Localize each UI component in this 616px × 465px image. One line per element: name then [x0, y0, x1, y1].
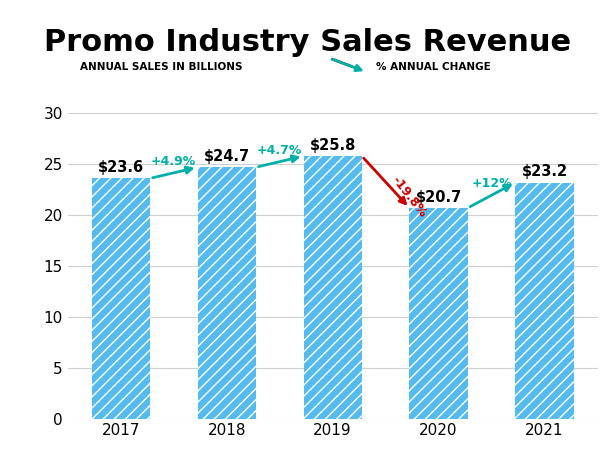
Text: +4.9%: +4.9%: [151, 155, 197, 168]
Bar: [410, 208, 468, 418]
Bar: [304, 156, 362, 419]
Bar: [516, 183, 573, 418]
Text: $20.7: $20.7: [415, 190, 462, 205]
Text: $23.2: $23.2: [522, 165, 567, 179]
Text: +12%: +12%: [471, 177, 512, 190]
Text: $25.8: $25.8: [309, 138, 356, 153]
Bar: [92, 179, 150, 418]
Bar: [198, 167, 256, 418]
Text: ANNUAL SALES IN BILLIONS: ANNUAL SALES IN BILLIONS: [80, 62, 243, 73]
Text: $23.6: $23.6: [98, 160, 144, 175]
Text: $24.7: $24.7: [204, 149, 249, 164]
Text: -19.8%: -19.8%: [389, 174, 429, 220]
Text: % ANNUAL CHANGE: % ANNUAL CHANGE: [376, 62, 490, 73]
Text: Promo Industry Sales Revenue: Promo Industry Sales Revenue: [44, 28, 572, 57]
Text: +4.7%: +4.7%: [257, 144, 302, 157]
